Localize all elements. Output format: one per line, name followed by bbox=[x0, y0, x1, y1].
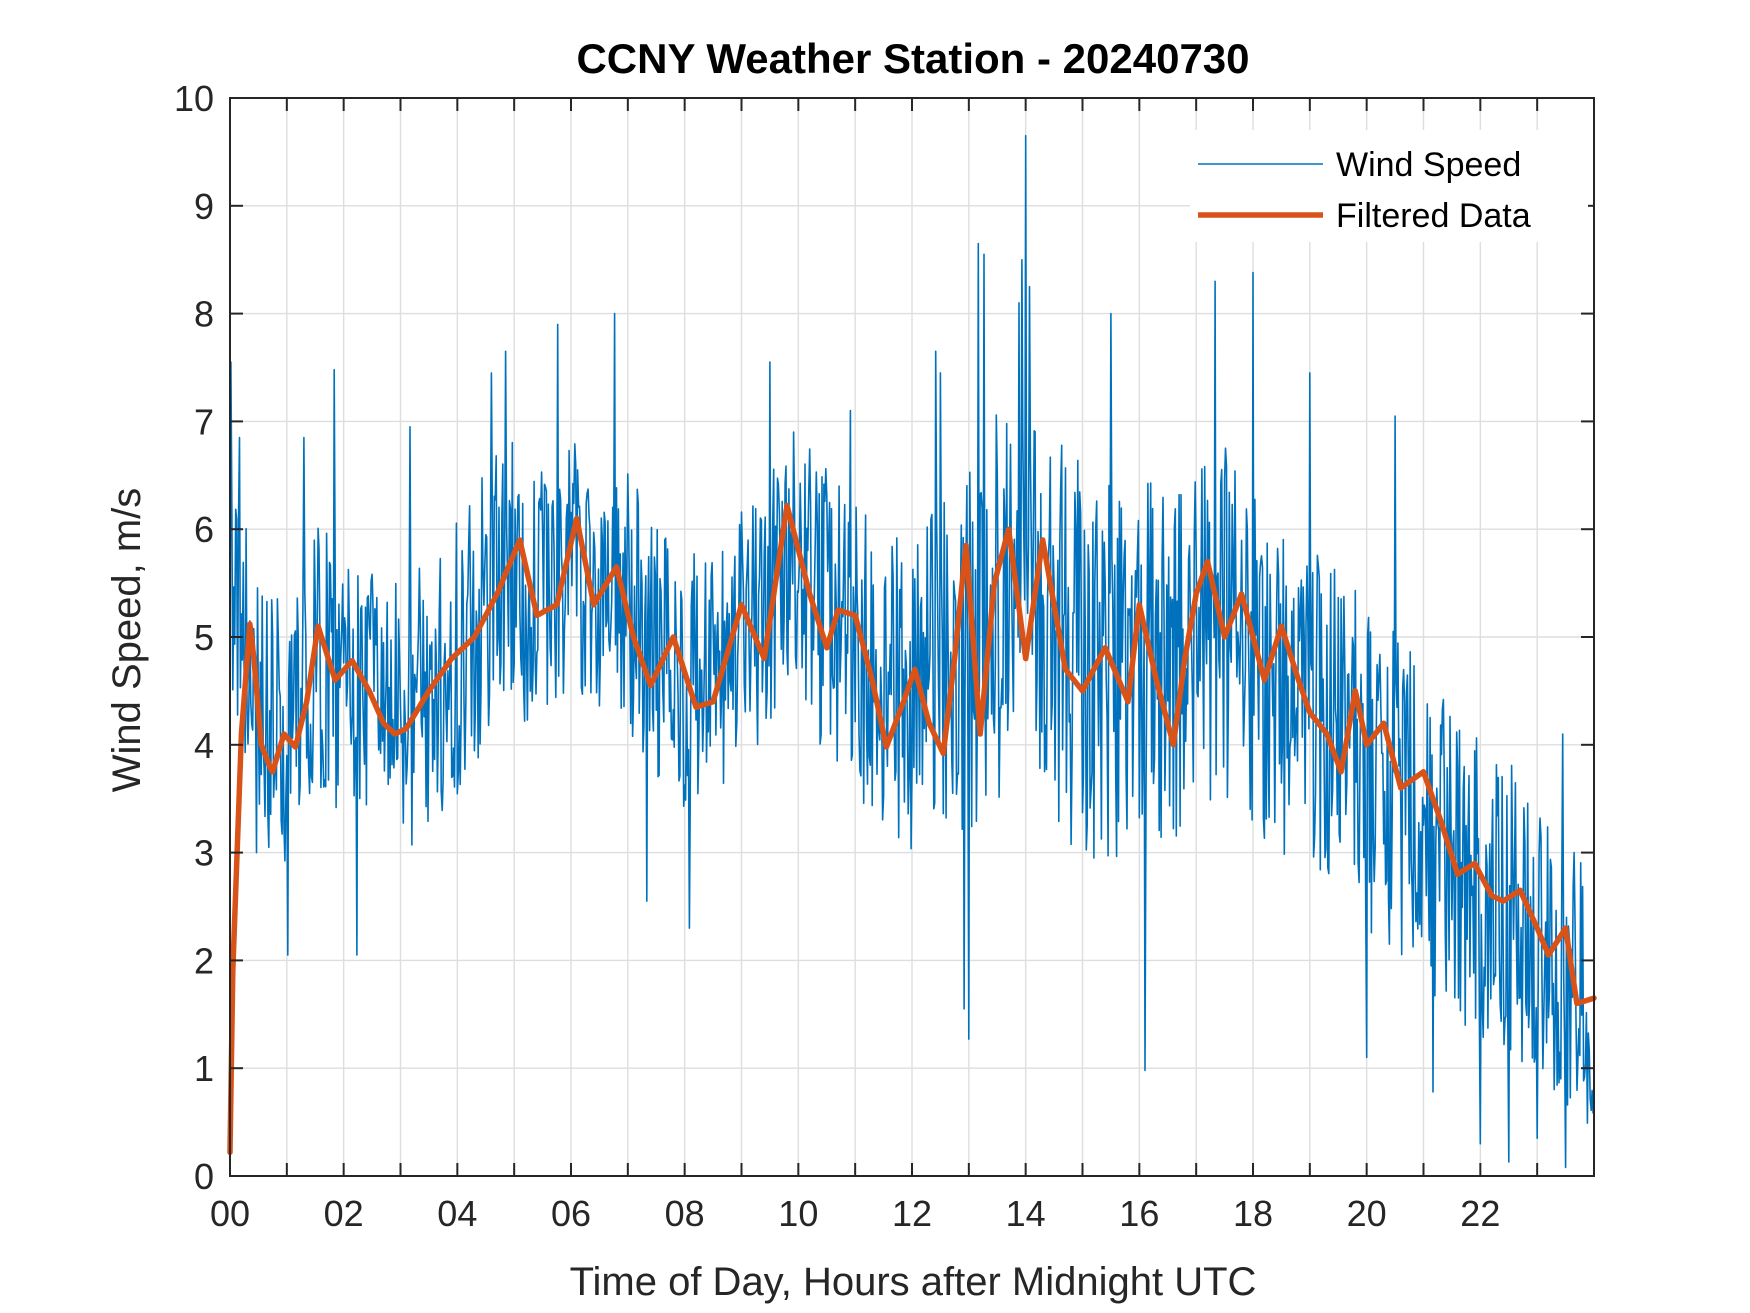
x-tick-label: 18 bbox=[1233, 1193, 1273, 1234]
y-tick-label: 8 bbox=[194, 294, 214, 335]
x-tick-label: 22 bbox=[1460, 1193, 1500, 1234]
x-tick-label: 20 bbox=[1347, 1193, 1387, 1234]
y-tick-label: 7 bbox=[194, 401, 214, 442]
y-tick-label: 10 bbox=[174, 78, 214, 119]
x-tick-label: 08 bbox=[665, 1193, 705, 1234]
legend-label-wind-speed: Wind Speed bbox=[1336, 146, 1521, 184]
x-tick-label: 14 bbox=[1006, 1193, 1046, 1234]
x-tick-label: 16 bbox=[1119, 1193, 1159, 1234]
y-tick-label: 3 bbox=[194, 833, 214, 874]
y-tick-label: 1 bbox=[194, 1048, 214, 1089]
y-tick-label: 9 bbox=[194, 186, 214, 227]
y-tick-label: 2 bbox=[194, 940, 214, 981]
x-tick-label: 10 bbox=[778, 1193, 818, 1234]
legend-box bbox=[1190, 130, 1588, 242]
x-tick-label: 12 bbox=[892, 1193, 932, 1234]
y-axis-label: Wind Speed, m/s bbox=[105, 488, 149, 793]
x-tick-label: 02 bbox=[324, 1193, 364, 1234]
y-tick-label: 5 bbox=[194, 617, 214, 658]
chart-title: CCNY Weather Station - 20240730 bbox=[576, 35, 1249, 82]
x-tick-label: 04 bbox=[437, 1193, 477, 1234]
y-tick-label: 4 bbox=[194, 725, 214, 766]
series-line-filtered-data bbox=[227, 502, 1597, 1156]
y-tick-label: 6 bbox=[194, 509, 214, 550]
x-axis-label: Time of Day, Hours after Midnight UTC bbox=[570, 1260, 1257, 1304]
legend-label-filtered-data: Filtered Data bbox=[1336, 197, 1531, 235]
x-tick-label: 00 bbox=[210, 1193, 250, 1234]
series-line-wind-speed bbox=[229, 134, 1594, 1169]
legend: Wind Speed Filtered Data bbox=[1190, 130, 1588, 242]
y-tick-label: 0 bbox=[194, 1156, 214, 1197]
x-tick-label: 06 bbox=[551, 1193, 591, 1234]
data-series bbox=[227, 134, 1597, 1169]
